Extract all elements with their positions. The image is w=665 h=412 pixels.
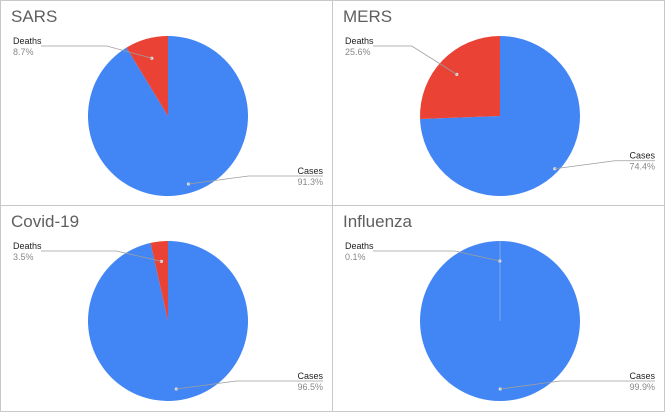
slice-label-deaths: Deaths xyxy=(13,36,42,46)
chart-title: MERS xyxy=(343,7,393,26)
chart-panel-mers: MERS Deaths 25.6% Cases 74.4% xyxy=(332,0,665,206)
leader-line-cases xyxy=(554,160,655,170)
slice-label-deaths: Deaths xyxy=(345,241,374,251)
slice-value-cases: 91.3% xyxy=(297,177,323,187)
leader-line-deaths xyxy=(373,250,500,262)
slice-value-cases: 96.5% xyxy=(297,382,323,392)
chart-title: Influenza xyxy=(343,212,412,231)
slice-value-cases: 74.4% xyxy=(629,162,655,172)
slice-value-deaths: 3.5% xyxy=(13,252,34,262)
chart-panel-influenza: Influenza Deaths 0.1% Cases 99.9% xyxy=(332,205,665,412)
leader-line-deaths xyxy=(41,250,162,262)
chart-title: SARS xyxy=(11,7,58,26)
slice-label-cases: Cases xyxy=(297,371,323,381)
chart-panel-sars: SARS Deaths 8.7% Cases 91.3% xyxy=(0,0,333,206)
leader-dot-cases xyxy=(498,387,502,391)
pie-slice-deaths xyxy=(420,36,500,120)
slice-label-deaths: Deaths xyxy=(345,36,374,46)
slice-label-cases: Cases xyxy=(629,371,655,381)
slice-value-cases: 99.9% xyxy=(629,382,655,392)
slice-label-cases: Cases xyxy=(297,166,323,176)
slice-value-deaths: 25.6% xyxy=(345,47,371,57)
slice-label-cases: Cases xyxy=(629,151,655,161)
chart-panel-covid-19: Covid-19 Deaths 3.5% Cases 96.5% xyxy=(0,205,333,412)
leader-line-cases xyxy=(500,380,655,390)
pie-slice-deaths xyxy=(126,36,168,116)
slice-value-deaths: 8.7% xyxy=(13,47,34,57)
pie-slice-cases xyxy=(420,36,580,197)
slice-value-deaths: 0.1% xyxy=(345,252,366,262)
leader-line-cases xyxy=(176,380,323,390)
leader-line-deaths xyxy=(41,45,152,59)
leader-line-deaths xyxy=(373,45,457,75)
chart-title: Covid-19 xyxy=(11,212,80,231)
leader-line-cases xyxy=(188,175,323,185)
slice-label-deaths: Deaths xyxy=(13,241,42,251)
pie-slice-deaths xyxy=(150,241,168,321)
